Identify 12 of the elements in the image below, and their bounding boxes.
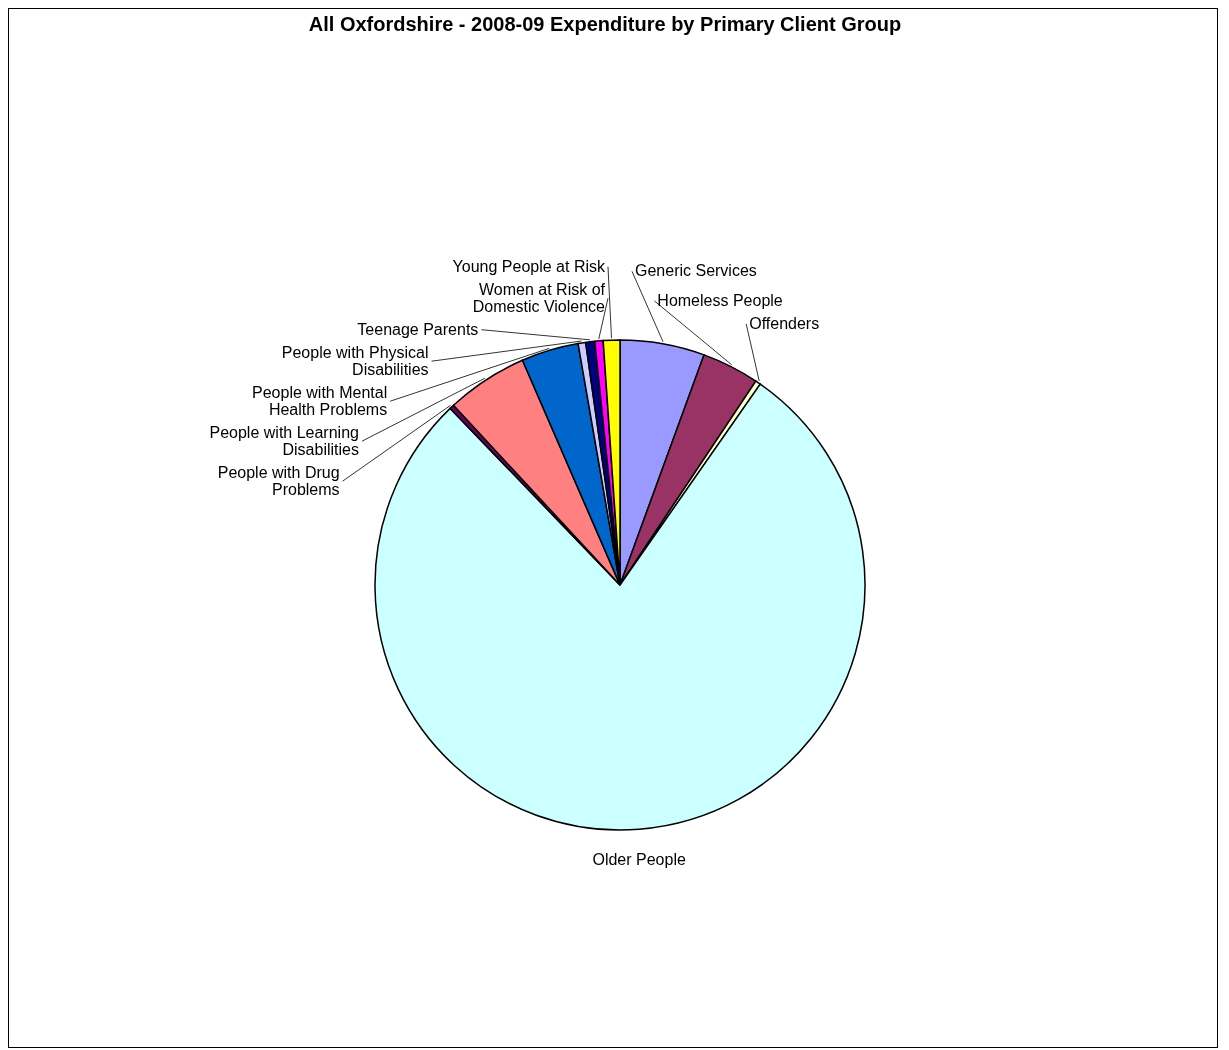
slice-label: Offenders (749, 314, 820, 332)
slice-label: Women at Risk of Domestic Violence (472, 280, 606, 315)
slice-label: Homeless People (657, 291, 783, 309)
slice-label: People with Learning Disabilities (209, 423, 359, 458)
slice-label: Older People (592, 851, 686, 868)
slice-label: People with Physical Disabilities (281, 343, 429, 378)
slice-label: Young People at Risk (452, 257, 606, 275)
chart-title: All Oxfordshire - 2008-09 Expenditure by Primary Client Group (308, 13, 902, 35)
slice-label: Teenage Parents (357, 320, 479, 338)
slice-label: Generic Services (635, 262, 757, 280)
slice-label: People with Mental Health Problems (252, 383, 388, 418)
slice-label: People with Drug Problems (217, 463, 340, 498)
